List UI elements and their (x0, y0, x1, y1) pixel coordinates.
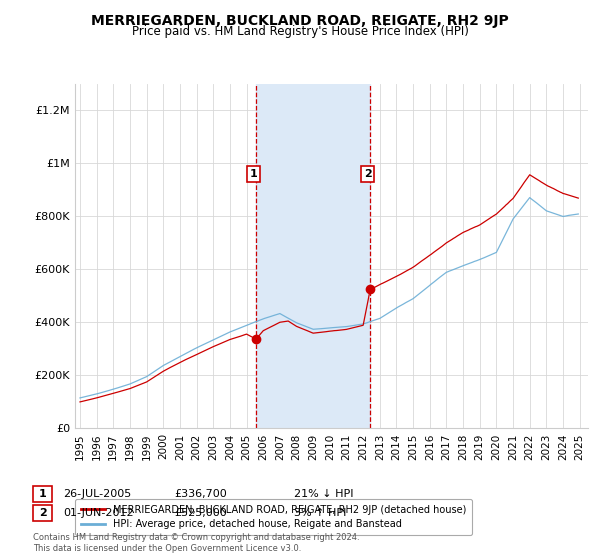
Text: 21% ↓ HPI: 21% ↓ HPI (294, 489, 353, 499)
Text: MERRIEGARDEN, BUCKLAND ROAD, REIGATE, RH2 9JP: MERRIEGARDEN, BUCKLAND ROAD, REIGATE, RH… (91, 14, 509, 28)
Text: 26-JUL-2005: 26-JUL-2005 (63, 489, 131, 499)
Bar (256, 84, 370, 428)
Text: £525,000: £525,000 (174, 508, 227, 518)
Legend: MERRIEGARDEN, BUCKLAND ROAD, REIGATE, RH2 9JP (detached house), HPI: Average pri: MERRIEGARDEN, BUCKLAND ROAD, REIGATE, RH… (75, 499, 472, 535)
Text: Price paid vs. HM Land Registry's House Price Index (HPI): Price paid vs. HM Land Registry's House … (131, 25, 469, 38)
Text: 1: 1 (250, 169, 257, 179)
Text: 01-JUN-2012: 01-JUN-2012 (63, 508, 134, 518)
Text: Contains HM Land Registry data © Crown copyright and database right 2024.
This d: Contains HM Land Registry data © Crown c… (33, 533, 359, 553)
Text: 2: 2 (364, 169, 371, 179)
Text: 2: 2 (39, 508, 46, 518)
Text: £336,700: £336,700 (174, 489, 227, 499)
Text: 1: 1 (39, 489, 46, 499)
Text: 3% ↑ HPI: 3% ↑ HPI (294, 508, 346, 518)
